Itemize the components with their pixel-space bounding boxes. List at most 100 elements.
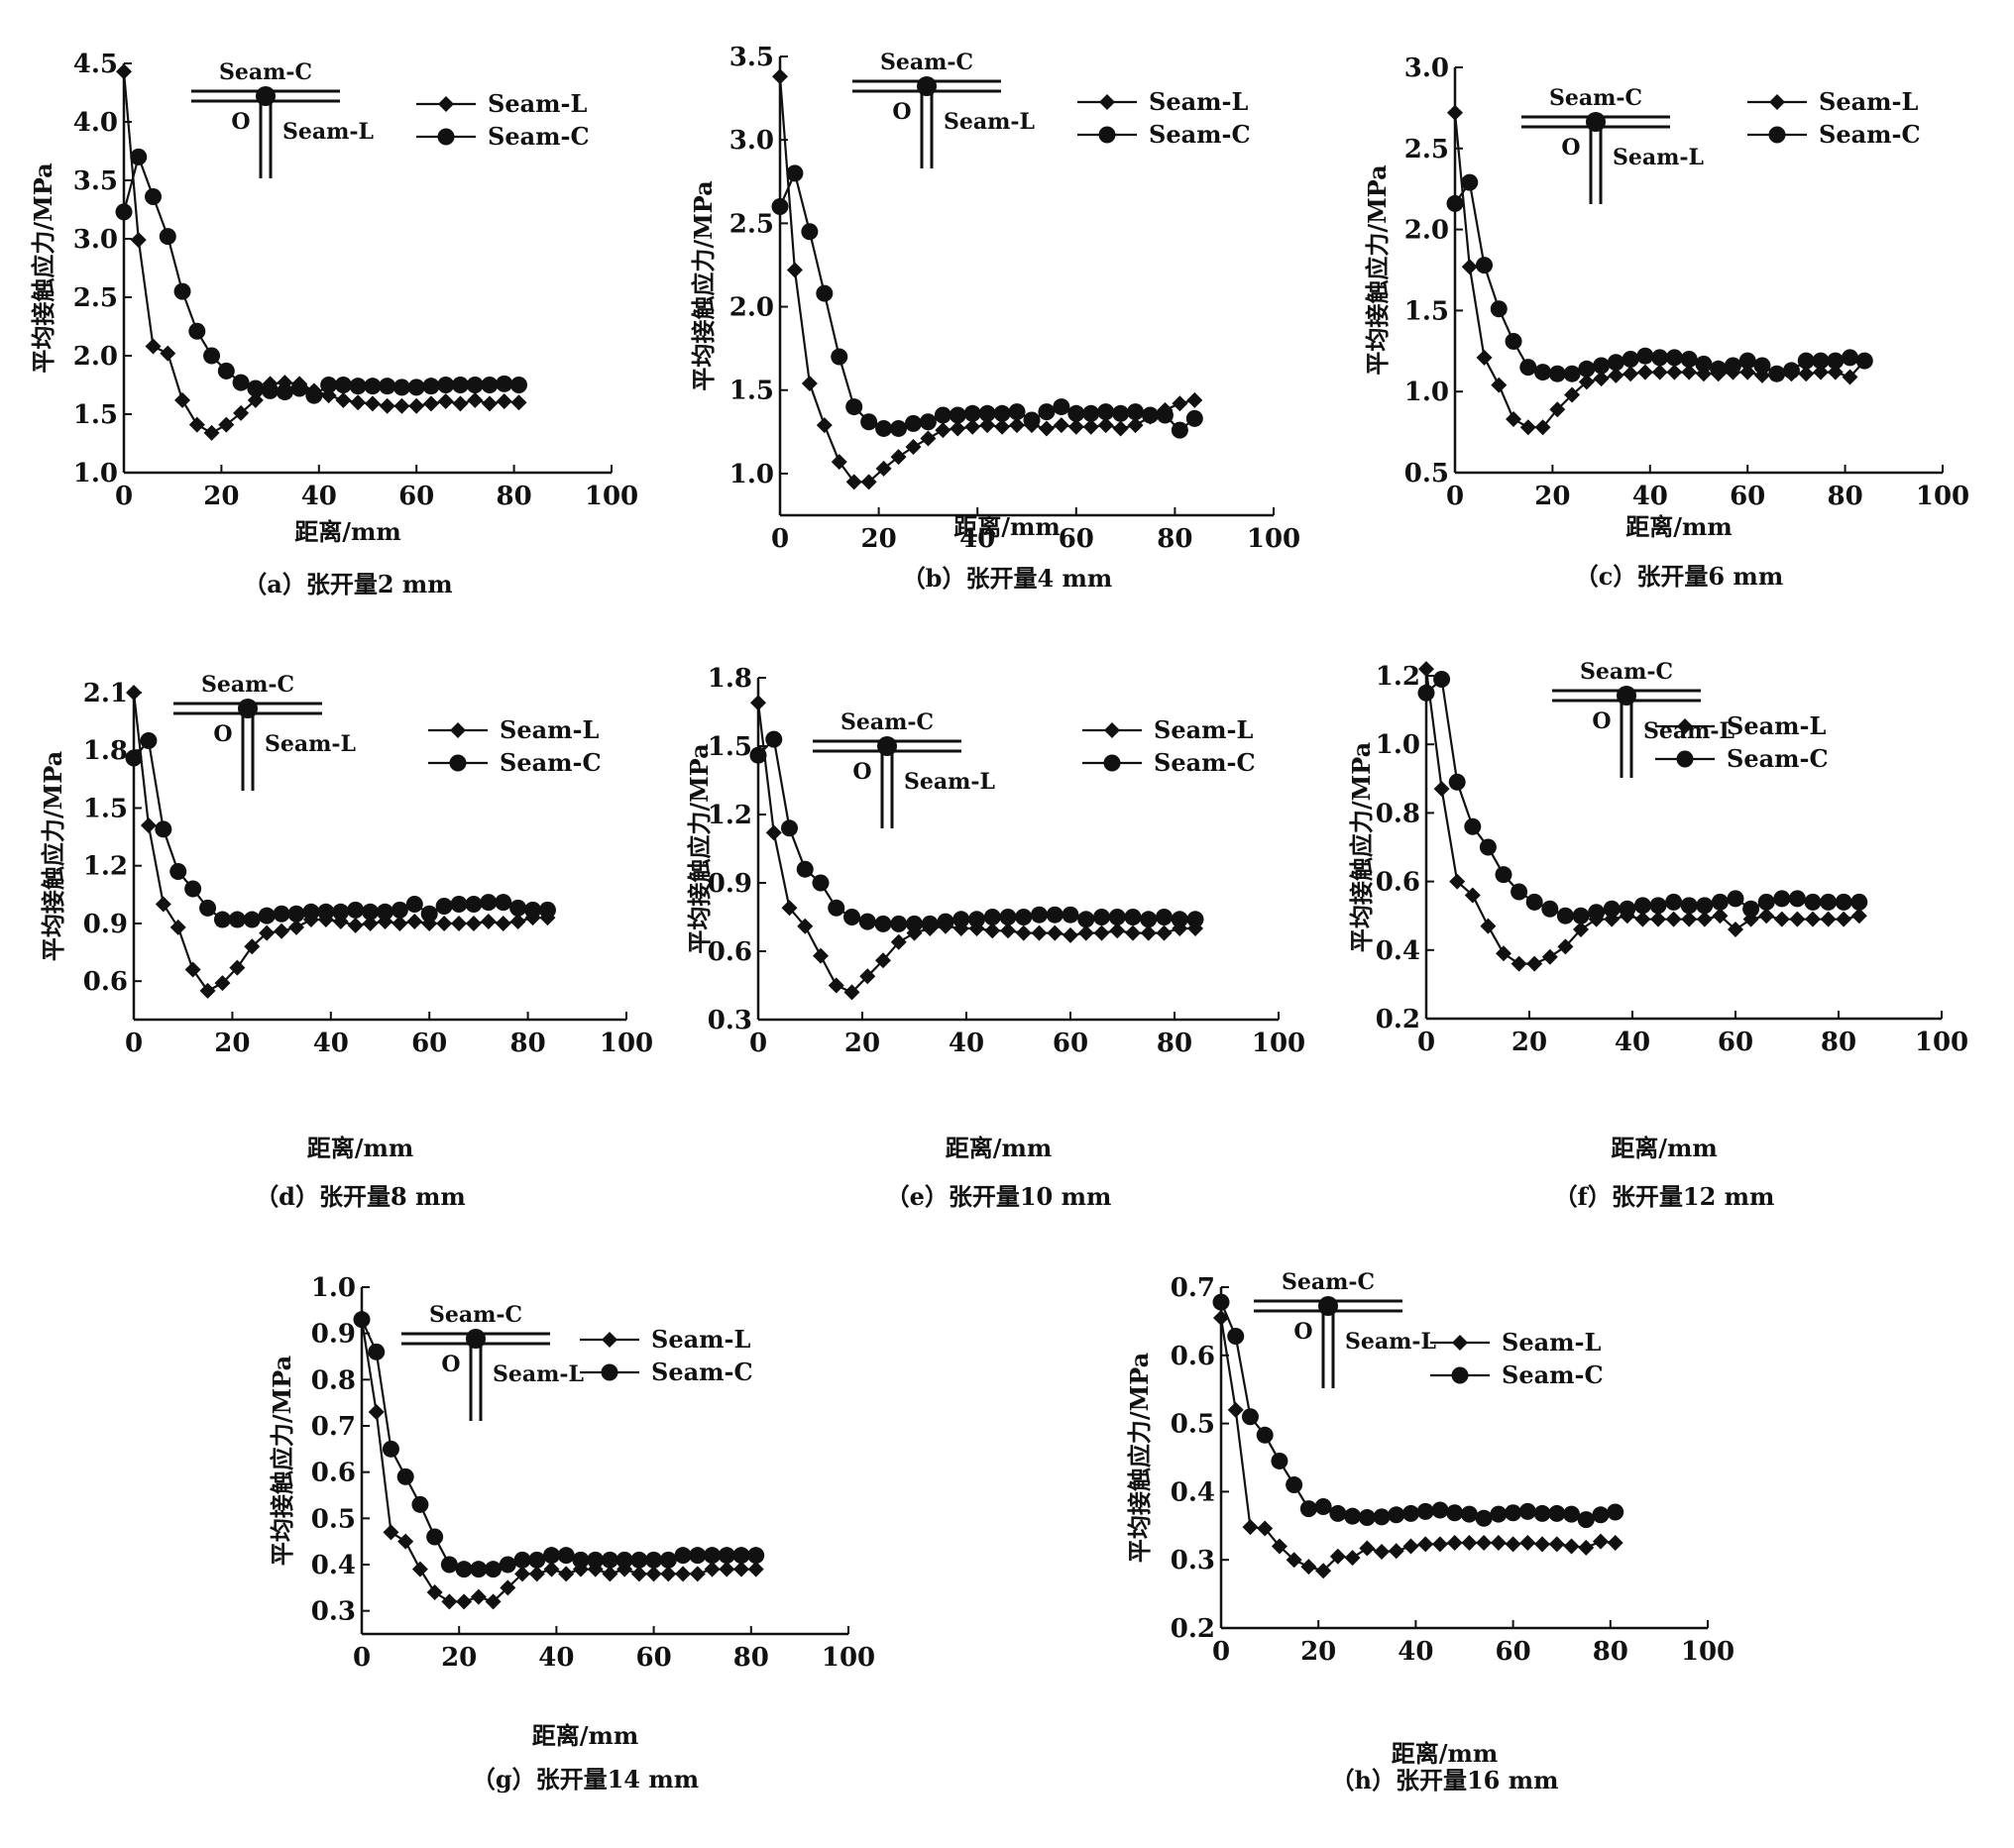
data-point-seam-c <box>1607 1503 1624 1521</box>
y-tick-label: 0.4 <box>311 1551 356 1580</box>
y-axis-label: 平均接触应力/MPa <box>39 751 67 961</box>
data-point-seam-l <box>704 1561 721 1577</box>
data-point-seam-l <box>813 947 829 964</box>
data-point-seam-l <box>1712 908 1729 924</box>
data-point-seam-c <box>845 398 863 416</box>
legend-circle-marker <box>1676 750 1694 768</box>
x-tick-label: 100 <box>822 1643 875 1673</box>
chart-panel-a: 0 20 40 60 80 100 1.0 1.5 2.0 2.5 3.0 3.5 4.0 4.5 距离/m… <box>29 50 638 598</box>
x-tick-label: 20 <box>441 1643 477 1673</box>
data-point-seam-c <box>1577 1511 1595 1529</box>
y-tick-label: 0.6 <box>1376 868 1420 898</box>
x-tick-label: 100 <box>1681 1637 1734 1667</box>
data-point-seam-l <box>1186 391 1203 408</box>
data-point-seam-l <box>482 395 498 412</box>
data-point-seam-l <box>452 395 469 412</box>
data-point-seam-c <box>347 901 365 919</box>
x-tick-label: 40 <box>313 1029 349 1058</box>
data-point-seam-l <box>689 1566 706 1582</box>
data-point-seam-c <box>1534 364 1552 381</box>
data-point-seam-c <box>786 164 804 182</box>
data-point-seam-c <box>1820 893 1838 911</box>
data-point-seam-l <box>465 915 482 931</box>
legend-label: Seam-L <box>1149 87 1249 116</box>
data-point-seam-l <box>1242 1519 1259 1536</box>
schematic-seam-c-label: Seam-C <box>1580 659 1673 685</box>
data-point-seam-c <box>1519 359 1537 377</box>
x-tick-label: 60 <box>411 1029 447 1058</box>
data-point-seam-l <box>1798 366 1815 382</box>
data-point-seam-l <box>1329 1548 1346 1565</box>
legend-circle-marker <box>449 754 467 772</box>
data-point-seam-c <box>232 374 250 391</box>
y-tick-label: 3.0 <box>73 225 118 255</box>
y-tick-label: 0.4 <box>1376 936 1420 966</box>
x-tick-label: 60 <box>636 1643 672 1673</box>
panel-caption: （d）张开量8 mm <box>255 1182 466 1211</box>
data-point-seam-l <box>1607 1535 1623 1551</box>
data-point-seam-c <box>130 148 148 165</box>
data-point-seam-l <box>1820 911 1837 927</box>
data-point-seam-l <box>259 924 276 941</box>
x-tick-label: 40 <box>538 1643 574 1673</box>
y-tick-label: 4.5 <box>73 50 118 79</box>
data-point-seam-l <box>747 1561 764 1577</box>
data-point-seam-l <box>630 1566 647 1582</box>
data-point-seam-l <box>214 975 231 992</box>
data-point-seam-c <box>1038 403 1056 421</box>
data-point-seam-c <box>1850 893 1868 911</box>
data-point-seam-l <box>1593 371 1610 387</box>
data-point-seam-c <box>1023 411 1041 429</box>
seam-schematic: Seam-C O Seam-L <box>401 1302 584 1421</box>
legend-circle-marker <box>1451 1366 1469 1384</box>
data-point-seam-l <box>1388 1543 1404 1560</box>
y-tick-label: 1.2 <box>1376 662 1420 692</box>
y-tick-label: 2.5 <box>73 283 118 313</box>
data-point-seam-c <box>1505 332 1522 350</box>
x-tick-label: 20 <box>203 482 239 511</box>
data-point-seam-c <box>159 228 176 246</box>
data-point-seam-l <box>169 919 186 935</box>
data-point-seam-l <box>1805 911 1821 927</box>
data-point-seam-c <box>1082 404 1100 422</box>
data-point-seam-l <box>719 1561 735 1577</box>
x-tick-label: 0 <box>771 524 789 554</box>
data-point-seam-c <box>1460 1505 1478 1523</box>
data-point-seam-c <box>674 1547 692 1565</box>
x-tick-label: 20 <box>844 1029 880 1058</box>
seam-schematic: Seam-C O Seam-L <box>173 672 356 791</box>
data-point-seam-l <box>1156 924 1173 941</box>
data-point-seam-l <box>500 1579 516 1596</box>
chart-panel-h: 0 20 40 60 80 100 0.2 0.3 0.4 0.5 0.6 0.7 距离/mm 平均接触应… <box>1125 1269 1734 1794</box>
data-point-seam-c <box>125 749 143 767</box>
data-point-seam-c <box>1541 900 1559 918</box>
x-tick-label: 80 <box>1828 482 1863 511</box>
schematic-seam-l-label: Seam-L <box>944 109 1035 135</box>
data-point-seam-c <box>1062 906 1079 924</box>
x-tick-label: 60 <box>398 482 434 511</box>
data-point-seam-l <box>1112 420 1129 437</box>
data-point-seam-c <box>1490 1505 1508 1523</box>
data-point-seam-c <box>1651 349 1669 367</box>
x-tick-label: 20 <box>861 524 897 554</box>
schematic-seam-l-label: Seam-L <box>493 1361 584 1387</box>
data-point-seam-l <box>772 68 788 85</box>
chart-panel-b: 0 20 40 60 80 100 1.0 1.5 2.0 2.5 3.0 3.5 距离/mm 平均接触应… <box>689 43 1300 593</box>
legend-diamond-marker <box>602 1332 617 1348</box>
data-point-seam-c <box>934 406 951 424</box>
data-point-seam-l <box>786 262 803 278</box>
data-point-seam-l <box>379 397 395 414</box>
data-point-seam-l <box>543 1561 560 1577</box>
data-point-seam-l <box>160 345 176 362</box>
data-point-seam-c <box>495 894 512 912</box>
x-tick-label: 20 <box>1511 1028 1547 1057</box>
data-point-seam-c <box>771 198 789 216</box>
data-point-seam-c <box>1286 1476 1303 1494</box>
data-point-seam-c <box>470 1561 488 1578</box>
data-point-seam-c <box>1446 1504 1464 1522</box>
data-point-seam-c <box>538 901 556 919</box>
y-axis-label: 平均接触应力/MPa <box>1125 1353 1154 1563</box>
y-tick-label: 1.5 <box>729 377 774 406</box>
y-axis-label: 平均接触应力/MPa <box>268 1356 296 1566</box>
data-point-seam-c <box>1633 897 1651 915</box>
